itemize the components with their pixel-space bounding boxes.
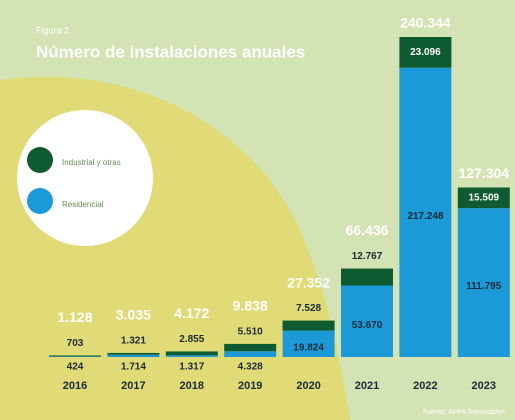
value-label: 23.096 — [410, 47, 441, 58]
total-label: 240.344 — [400, 15, 451, 31]
value-label: 5.510 — [238, 327, 263, 338]
x-tick-label: 2019 — [238, 380, 262, 392]
value-label: 217.248 — [407, 211, 444, 222]
bar-segment — [49, 355, 101, 357]
bar-segment — [457, 187, 510, 209]
value-label: 1.321 — [121, 336, 146, 347]
value-label: 19.824 — [293, 342, 324, 353]
total-label: 3.035 — [116, 307, 151, 323]
bar-segment — [341, 268, 393, 286]
source: Fuente: APPA Renovables — [423, 409, 505, 416]
value-label: 12.767 — [352, 251, 383, 262]
bar-segment — [49, 356, 101, 357]
bar-segment — [224, 351, 277, 357]
total-label: 66.436 — [346, 222, 389, 238]
value-label: 7.528 — [296, 303, 321, 314]
x-tick-label: 2021 — [355, 380, 379, 392]
total-label: 4.172 — [174, 305, 209, 321]
x-tick-label: 2017 — [121, 380, 145, 392]
x-tick-label: 2018 — [180, 380, 204, 392]
bar-segment — [399, 67, 452, 358]
legend-label: Residencial — [62, 200, 104, 209]
value-label: 4.328 — [238, 362, 263, 373]
total-label: 9.838 — [233, 298, 268, 314]
value-label: 1.317 — [179, 362, 204, 373]
bar-segment — [341, 285, 393, 357]
total-label: 1.128 — [57, 309, 92, 325]
bar-segment — [165, 351, 218, 356]
total-label: 27.352 — [287, 274, 330, 290]
bar-segment — [457, 208, 510, 357]
value-label: 53.670 — [352, 320, 383, 331]
bar-segment — [107, 354, 160, 357]
legend-icon — [27, 188, 53, 214]
value-label: 1.714 — [121, 362, 146, 373]
x-tick-label: 2023 — [472, 380, 496, 392]
x-tick-label: 2016 — [63, 380, 87, 392]
x-tick-label: 2022 — [413, 380, 437, 392]
value-label: 424 — [67, 362, 84, 373]
bar-segment — [107, 352, 160, 355]
bar-segment — [165, 355, 218, 357]
legend-circle — [17, 110, 153, 246]
bar-segment — [282, 320, 335, 331]
legend-icon — [27, 147, 53, 173]
bar-segment — [224, 343, 277, 352]
x-tick-label: 2020 — [296, 380, 320, 392]
value-label: 111.795 — [466, 281, 501, 292]
legend-label: Industrial y otras — [62, 158, 121, 167]
value-label: 15.509 — [469, 192, 500, 203]
bar-segment — [282, 330, 335, 357]
figure-label: Figura 2 — [36, 25, 69, 35]
total-label: 127.304 — [458, 165, 509, 181]
value-label: 2.855 — [179, 334, 204, 345]
chart-title: Número de instalaciones anuales — [36, 42, 305, 61]
value-label: 703 — [67, 338, 84, 349]
bar-segment — [399, 37, 452, 68]
